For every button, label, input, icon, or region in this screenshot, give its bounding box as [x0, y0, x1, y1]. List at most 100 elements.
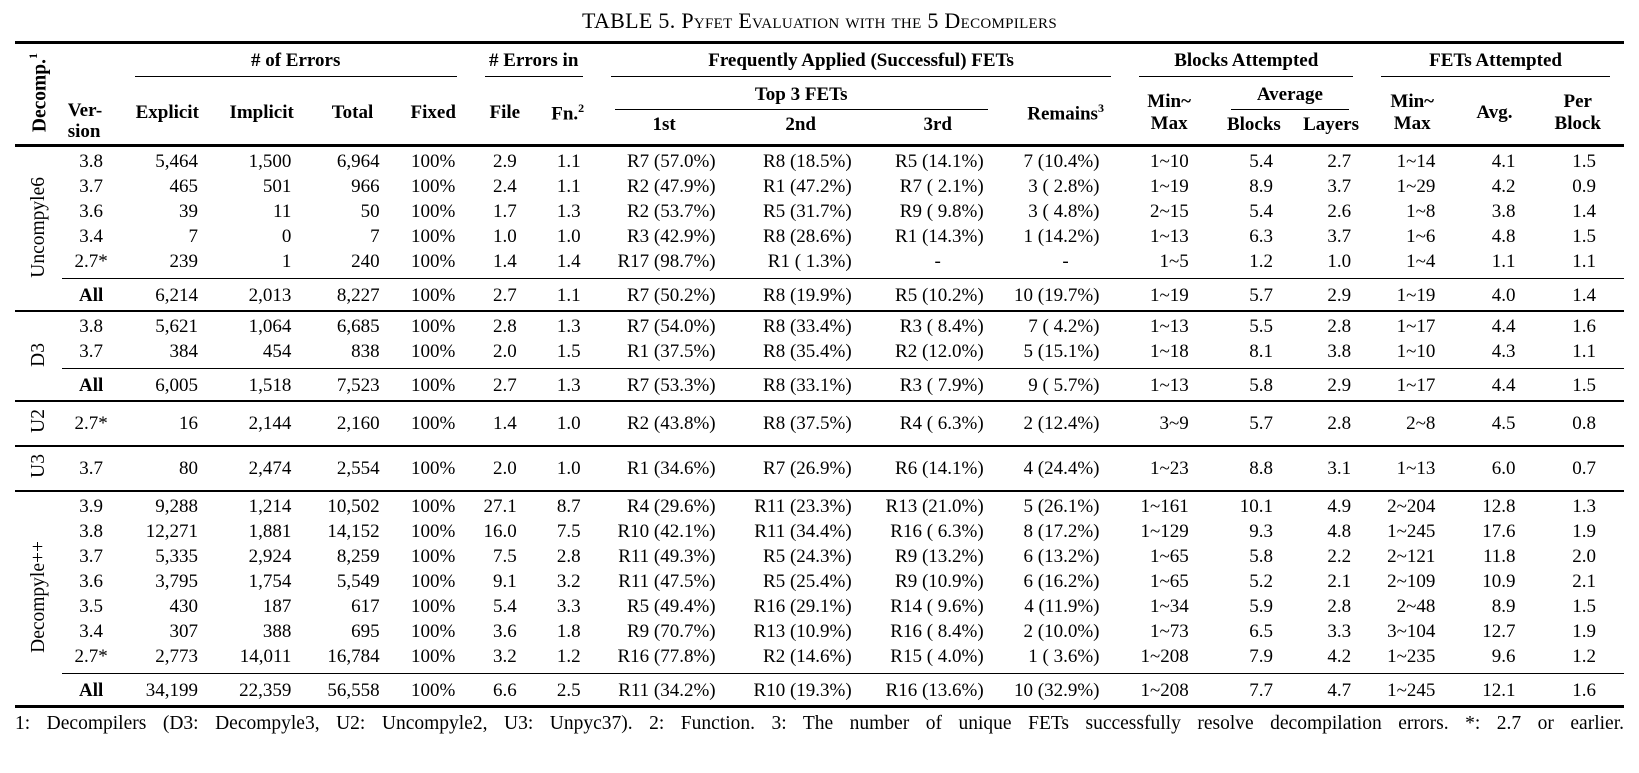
cell-layers-avg: 2.6 — [1327, 201, 1352, 222]
cell-blocks-avg: 1.2 — [1249, 251, 1273, 272]
cell-explicit: 307 — [169, 620, 198, 642]
cell-layers-avg: 2.7 — [1327, 151, 1352, 172]
cell-fets-minmax: 1~4 — [1406, 251, 1436, 272]
cell-remains: 8 (17.2%) — [1023, 520, 1100, 542]
cell-implicit: 2,474 — [248, 457, 292, 479]
cell-blocks-minmax: 1~65 — [1150, 545, 1189, 567]
cell-fixed: 100% — [411, 226, 456, 247]
cell-layers-avg: 4.8 — [1327, 520, 1352, 542]
cell-total: 838 — [351, 341, 380, 362]
cell-blocks-minmax: 1~13 — [1150, 316, 1189, 337]
cell-version: 2.7* — [74, 412, 108, 434]
cell-blocks-minmax: 1~34 — [1150, 595, 1189, 617]
all-cell-fet-3rd: R5 (10.2%) — [869, 278, 1006, 311]
all-cell-blocks-avg: 7.7 — [1212, 672, 1295, 707]
cell-fet-2nd: R13 (10.9%) — [753, 620, 852, 642]
all-cell-blocks-minmax: 1~19 — [1125, 278, 1213, 311]
all-cell-fets-minmax: 1~17 — [1367, 368, 1458, 401]
cell-remains: 3 ( 2.8%) — [1028, 176, 1100, 197]
table-row: 3.8 12,271 1,881 14,152 100% 16.0 7.5 R10 (42.1… — [15, 519, 1624, 544]
cell-fets-avg: 4.2 — [1491, 176, 1516, 197]
col-header-per-block: Per Block — [1554, 91, 1601, 134]
cell-version: 3.7 — [79, 176, 103, 197]
cell-fet-1st: R1 (34.6%) — [626, 457, 716, 479]
cell-fets-minmax: 1~235 — [1387, 645, 1436, 667]
group-label-cell: U3 — [15, 446, 62, 491]
all-cell-remains: 10 (32.9%) — [1005, 672, 1126, 707]
cell-fets-per-block: 0.9 — [1572, 176, 1596, 197]
table-row: 3.7 5,335 2,924 8,259 100% 7.5 2.8 R11 (49.3%) R… — [15, 544, 1624, 569]
cell-fet-3rd: R4 ( 6.3%) — [899, 412, 984, 434]
cell-fets-per-block: 1.4 — [1572, 201, 1596, 222]
cell-layers-avg: 2.1 — [1327, 570, 1352, 592]
cell-blocks-avg: 9.3 — [1249, 520, 1273, 542]
cell-explicit: 5,464 — [155, 151, 198, 172]
col-header-avg-layers: Layers — [1303, 114, 1359, 135]
cell-layers-avg: 1.0 — [1327, 251, 1352, 272]
cell-version: 3.8 — [79, 151, 103, 172]
col-header-fets-minmax: Min~ Max — [1390, 91, 1435, 134]
cell-fets-avg: 17.6 — [1482, 520, 1516, 542]
cell-fixed: 100% — [411, 570, 456, 592]
cell-fixed: 100% — [411, 316, 456, 337]
cell-fet-1st: R2 (53.7%) — [626, 201, 716, 222]
cell-explicit: 5,335 — [155, 545, 198, 567]
cell-total: 16,784 — [327, 645, 380, 667]
cell-blocks-avg: 5.9 — [1249, 595, 1273, 617]
col-header-file: File — [489, 102, 521, 123]
cell-fets-avg: 8.9 — [1491, 595, 1516, 617]
cell-explicit: 430 — [169, 595, 198, 617]
cell-fixed: 100% — [411, 412, 456, 434]
table-row: Uncompyle6 3.8 5,464 1,500 6,964 100% 2.9 1.1 R7… — [15, 146, 1624, 277]
cell-version: 3.8 — [79, 316, 103, 337]
cell-layers-avg: 4.2 — [1327, 645, 1352, 667]
all-cell-errors-file: 6.6 — [470, 672, 539, 707]
cell-fets-minmax: 2~48 — [1396, 595, 1436, 617]
cell-errors-fn: 1.0 — [556, 457, 581, 479]
cell-fet-2nd: R1 ( 1.3%) — [767, 251, 852, 272]
cell-errors-file: 2.8 — [493, 316, 517, 337]
all-cell-implicit: 1,518 — [213, 368, 310, 401]
cell-blocks-minmax: 1~208 — [1140, 645, 1189, 667]
cell-fixed: 100% — [411, 495, 456, 517]
all-cell-blocks-avg: 5.7 — [1212, 278, 1295, 311]
cell-version: 2.7* — [74, 645, 108, 667]
cell-blocks-avg: 5.2 — [1249, 570, 1273, 592]
table-row: 3.6 3,795 1,754 5,549 100% 9.1 3.2 R11 (47.5%) R… — [15, 569, 1624, 594]
cell-fixed: 100% — [411, 620, 456, 642]
all-cell-explicit: 34,199 — [120, 672, 214, 707]
all-cell-fet-3rd: R16 (13.6%) — [869, 672, 1006, 707]
cell-fets-minmax: 2~204 — [1387, 495, 1436, 517]
cell-fet-2nd: R2 (14.6%) — [763, 645, 852, 667]
all-cell-implicit: 2,013 — [213, 278, 310, 311]
cell-total: 240 — [351, 251, 380, 272]
group-label: U3 — [27, 453, 49, 478]
table-footnote: 1: Decompilers (D3: Decompyle3, U2: Unco… — [15, 712, 1624, 734]
all-cell-blocks-minmax: 1~208 — [1125, 672, 1213, 707]
cell-fixed: 100% — [411, 520, 456, 542]
cell-total: 966 — [351, 176, 380, 197]
cell-implicit: 0 — [281, 226, 292, 247]
cell-layers-avg: 2.8 — [1327, 412, 1352, 434]
cell-explicit: 16 — [178, 412, 198, 434]
cell-fets-per-block: 1.5 — [1572, 595, 1596, 617]
cell-fets-per-block: 0.7 — [1572, 457, 1596, 479]
cell-blocks-minmax: 1~19 — [1150, 176, 1189, 197]
group-header-fets: Frequently Applied (Successful) FETs — [597, 43, 1126, 80]
group-header-errors-in: # Errors in — [471, 43, 597, 80]
all-cell-version: All — [61, 278, 121, 311]
cell-fets-minmax: 2~121 — [1387, 545, 1436, 567]
all-cell-fets-avg: 12.1 — [1457, 672, 1532, 707]
table-row: 3.6 39 11 50 100% 1.7 1.3 R2 (53.7%) R5 (31.7%) R… — [15, 199, 1624, 224]
col-header-decompiler: Decomp.1 — [15, 43, 62, 146]
cell-fets-per-block: 2.1 — [1572, 570, 1596, 592]
group-d3: D3 3.8 5,621 1,064 6,685 100% 2.8 1.3 R7 (54.0%)… — [15, 311, 1624, 401]
all-cell-fets-per-block: 1.5 — [1531, 368, 1624, 401]
cell-remains: - — [1062, 251, 1069, 272]
cell-fets-per-block: 1.9 — [1572, 520, 1596, 542]
cell-remains: 4 (11.9%) — [1024, 595, 1100, 617]
group-label-cell: Uncompyle6 — [15, 146, 62, 312]
group-decompyle: Decompyle++ 3.9 9,288 1,214 10,502 100% 27.1 8.… — [15, 490, 1624, 707]
all-cell-fixed: 100% — [395, 672, 471, 707]
cell-explicit: 3,795 — [155, 570, 198, 592]
